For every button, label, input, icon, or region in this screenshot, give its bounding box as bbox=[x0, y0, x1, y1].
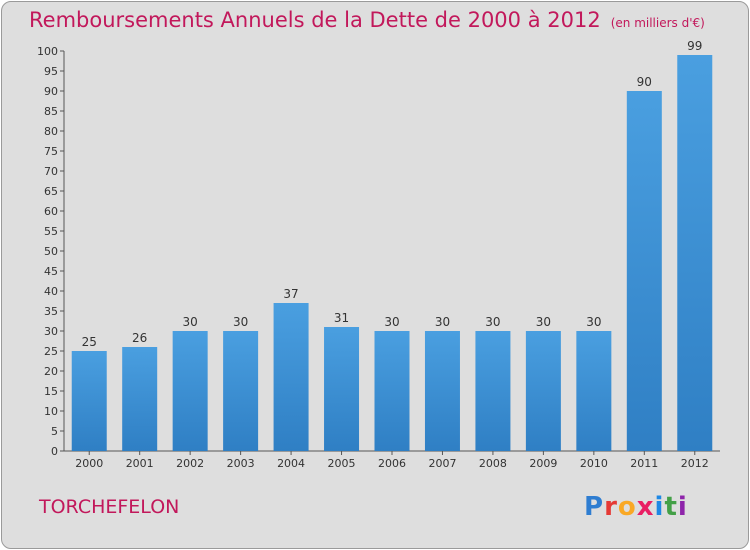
y-tick-label: 95 bbox=[44, 65, 58, 78]
bar-2011 bbox=[626, 91, 662, 451]
data-label-2011: 90 bbox=[637, 75, 652, 89]
bar-2004 bbox=[273, 303, 309, 451]
data-label-2003: 30 bbox=[233, 315, 248, 329]
x-tick-label-2009: 2009 bbox=[529, 457, 557, 470]
bar-2001 bbox=[122, 347, 158, 451]
data-label-2005: 31 bbox=[334, 311, 349, 325]
bar-2005 bbox=[324, 327, 360, 451]
y-tick-label: 65 bbox=[44, 185, 58, 198]
y-tick-label: 40 bbox=[44, 285, 58, 298]
x-tick-label-2008: 2008 bbox=[479, 457, 507, 470]
bar-2012 bbox=[677, 55, 713, 451]
y-tick-label: 45 bbox=[44, 265, 58, 278]
bar-2010 bbox=[576, 331, 612, 451]
x-tick-label-2012: 2012 bbox=[681, 457, 709, 470]
y-tick-label: 90 bbox=[44, 85, 58, 98]
y-tick-label: 80 bbox=[44, 125, 58, 138]
bar-2000 bbox=[71, 351, 107, 451]
y-tick-label: 15 bbox=[44, 385, 58, 398]
x-tick-label-2010: 2010 bbox=[580, 457, 608, 470]
bar-2009 bbox=[525, 331, 561, 451]
y-tick-label: 5 bbox=[51, 425, 58, 438]
x-tick-label-2004: 2004 bbox=[277, 457, 305, 470]
x-tick-label-2001: 2001 bbox=[126, 457, 154, 470]
data-label-2001: 26 bbox=[132, 331, 147, 345]
y-tick-label: 85 bbox=[44, 105, 58, 118]
y-tick-label: 35 bbox=[44, 305, 58, 318]
y-tick-label: 50 bbox=[44, 245, 58, 258]
chart-title: Remboursements Annuels de la Dette de 20… bbox=[29, 8, 705, 32]
data-label-2009: 30 bbox=[536, 315, 551, 329]
bar-2008 bbox=[475, 331, 511, 451]
bar-2003 bbox=[223, 331, 259, 451]
data-label-2004: 37 bbox=[283, 287, 298, 301]
x-tick-label-2003: 2003 bbox=[227, 457, 255, 470]
y-tick-label: 75 bbox=[44, 145, 58, 158]
x-tick-label-2002: 2002 bbox=[176, 457, 204, 470]
bar-2002 bbox=[172, 331, 208, 451]
y-tick-label: 55 bbox=[44, 225, 58, 238]
y-tick-label: 70 bbox=[44, 165, 58, 178]
y-tick-label: 25 bbox=[44, 345, 58, 358]
y-tick-label: 20 bbox=[44, 365, 58, 378]
proxiti-logo: Proxiti bbox=[584, 492, 688, 522]
y-tick-label: 10 bbox=[44, 405, 58, 418]
chart-unit: (en milliers d'€) bbox=[610, 16, 705, 30]
data-label-2007: 30 bbox=[435, 315, 450, 329]
data-label-2008: 30 bbox=[485, 315, 500, 329]
x-tick-label-2005: 2005 bbox=[328, 457, 356, 470]
bar-2006 bbox=[374, 331, 410, 451]
x-tick-label-2006: 2006 bbox=[378, 457, 406, 470]
x-tick-label-2011: 2011 bbox=[630, 457, 658, 470]
data-label-2010: 30 bbox=[586, 315, 601, 329]
x-tick-label-2007: 2007 bbox=[428, 457, 456, 470]
data-label-2000: 25 bbox=[82, 335, 97, 349]
x-tick-label-2000: 2000 bbox=[75, 457, 103, 470]
y-tick-label: 60 bbox=[44, 205, 58, 218]
bar-2007 bbox=[424, 331, 460, 451]
place-name: TORCHEFELON bbox=[39, 496, 180, 518]
data-label-2002: 30 bbox=[183, 315, 198, 329]
y-tick-label: 0 bbox=[51, 445, 58, 458]
data-label-2012: 99 bbox=[687, 39, 702, 53]
y-tick-label: 100 bbox=[37, 45, 58, 58]
data-label-2006: 30 bbox=[384, 315, 399, 329]
y-tick-label: 30 bbox=[44, 325, 58, 338]
chart-title-text: Remboursements Annuels de la Dette de 20… bbox=[29, 8, 601, 32]
